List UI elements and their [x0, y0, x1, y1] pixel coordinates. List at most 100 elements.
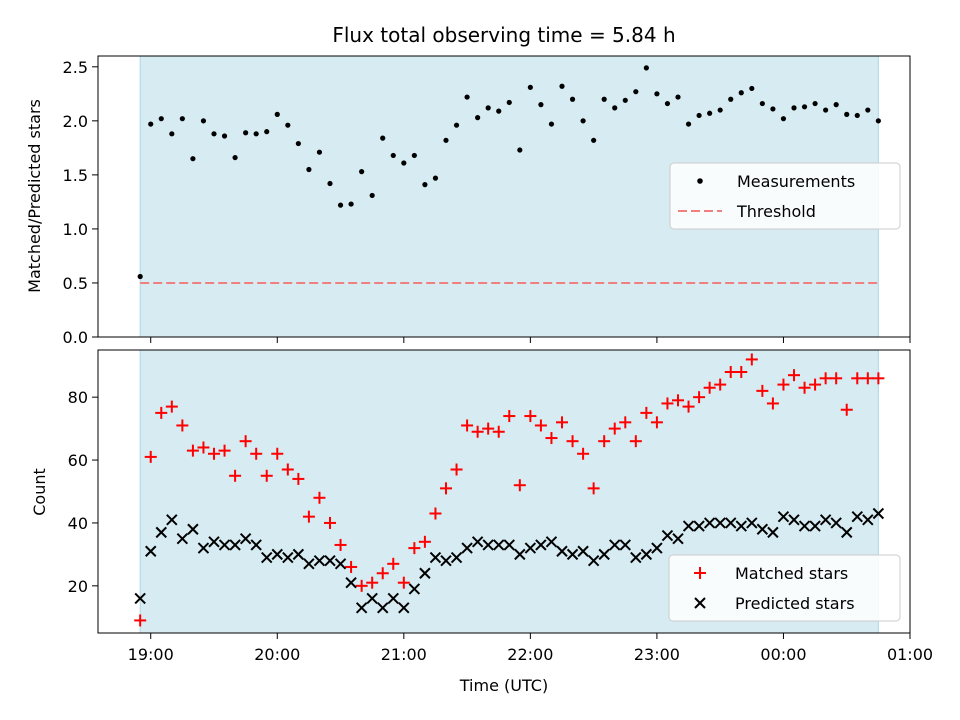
measurement-point [791, 105, 797, 111]
legend-measurements-label: Measurements [737, 172, 855, 191]
predicted-star-point [482, 539, 494, 551]
measurement-point [475, 115, 481, 121]
measurement-point [464, 94, 470, 100]
measurement-point [390, 152, 396, 159]
measurement-point [580, 118, 586, 124]
predicted-star-point [587, 554, 600, 567]
predicted-star-point [419, 567, 431, 579]
matched-star-point [324, 516, 336, 529]
matched-star-point [313, 491, 326, 504]
matched-star-point [218, 444, 231, 457]
matched-star-point [334, 538, 347, 551]
measurement-point [685, 121, 692, 127]
measurement-point [158, 116, 164, 122]
matched-star-point [260, 469, 273, 482]
predicted-star-point [324, 554, 336, 567]
predicted-star-point [429, 551, 442, 564]
matched-star-point [861, 372, 874, 385]
measurement-point [654, 91, 660, 97]
measurement-point [664, 100, 671, 107]
legend-measurements-marker [697, 178, 703, 184]
matched-star-point [703, 381, 716, 394]
predicted-star-point [524, 542, 537, 554]
count-panel: 20 40 60 80 19:00 20:00 21:00 22:00 23:00 00:00 0… [30, 349, 933, 695]
predicted-star-point [493, 539, 505, 551]
matched-star-point [208, 447, 220, 460]
predicted-star-point [218, 539, 231, 551]
measurement-point [190, 156, 196, 162]
measurement-point [844, 111, 850, 117]
measurement-point [749, 85, 755, 92]
top-axes-frame [97, 55, 911, 338]
predicted-star-point [788, 514, 800, 526]
predicted-star-point [387, 592, 399, 605]
predicted-star-point [514, 548, 526, 561]
measurement-point [622, 97, 628, 103]
predicted-star-point [176, 532, 189, 545]
predicted-star-point [693, 520, 705, 532]
predicted-star-point [841, 526, 853, 539]
predicted-star-point [566, 548, 579, 561]
predicted-star-point [408, 583, 421, 595]
predicted-star-point [556, 545, 568, 557]
predicted-star-point [714, 517, 726, 529]
measurement-point [517, 147, 523, 153]
predicted-star-point [313, 554, 326, 567]
matched-star-point [830, 372, 843, 385]
measurement-point [875, 118, 881, 124]
legend-threshold-label: Threshold [736, 202, 816, 221]
matched-star-point [376, 567, 389, 580]
matched-star-point [693, 391, 706, 404]
predicted-star-point [450, 551, 463, 564]
matched-star-point [809, 378, 822, 391]
matched-star-point [397, 576, 410, 589]
predicted-star-point [239, 532, 252, 545]
matched-star-point [724, 366, 737, 379]
x-tick-label: 20:00 [254, 645, 300, 664]
predicted-star-point [809, 520, 821, 532]
matched-star-point [766, 397, 779, 410]
matched-star-point [292, 472, 305, 485]
matched-star-point [545, 432, 558, 445]
matched-star-point [503, 410, 516, 423]
legend-matched-marker [694, 567, 706, 579]
matched-star-point [302, 510, 315, 523]
predicted-star-point [756, 523, 769, 535]
chart-title: Flux total observing time = 5.84 h [332, 23, 675, 47]
predicted-star-point [471, 536, 484, 548]
predicted-star-point [872, 507, 885, 520]
measurement-point [443, 137, 449, 143]
matched-star-point [788, 369, 800, 382]
measurement-point [211, 131, 217, 137]
measurement-point [548, 121, 555, 127]
predicted-star-point [440, 554, 452, 567]
measurement-point [865, 107, 871, 113]
measurement-point [243, 130, 249, 136]
matched-star-point [450, 463, 463, 476]
x-axis-label: Time (UTC) [459, 676, 548, 695]
bottom-legend-box [668, 554, 901, 622]
measurement-point [643, 65, 649, 71]
matched-star-point [176, 419, 189, 432]
predicted-star-point [862, 514, 874, 526]
matched-star-point [629, 435, 642, 448]
matched-star-point [250, 447, 263, 460]
predicted-star-point [145, 545, 157, 557]
measurement-point [411, 152, 417, 159]
predicted-star-point [208, 536, 220, 548]
matched-star-point [524, 410, 537, 423]
matched-star-point [587, 482, 600, 495]
matched-star-point [650, 416, 663, 429]
measurement-point [780, 116, 787, 122]
bottom-y-axis-ticks: 20 40 60 80 [68, 388, 98, 596]
measurement-point [696, 112, 702, 119]
matched-star-point [239, 435, 252, 448]
predicted-star-point [155, 526, 167, 539]
bottom-y-axis-label: Count [30, 468, 49, 516]
measurement-point [274, 111, 280, 117]
predicted-star-point [187, 523, 199, 535]
matched-star-point [513, 479, 526, 492]
predicted-star-point [545, 536, 558, 548]
matched-star-point [598, 435, 611, 448]
